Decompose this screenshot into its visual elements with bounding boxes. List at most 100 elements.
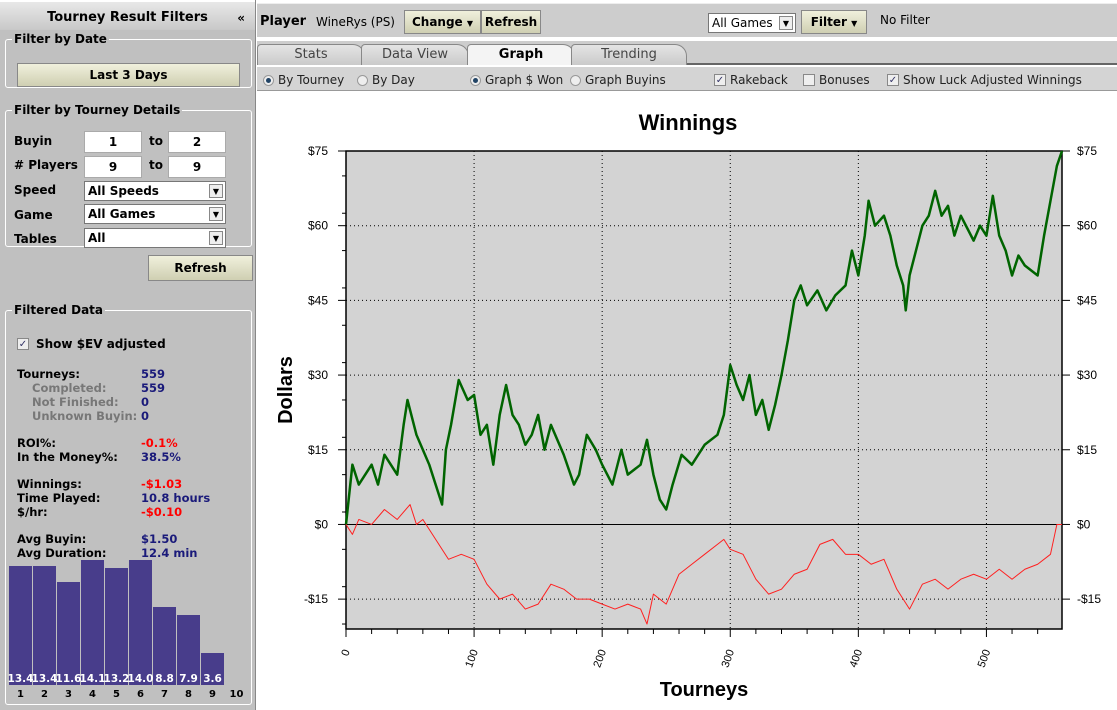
radio-icon [470, 74, 481, 86]
luck-adjusted-checkbox[interactable]: ✓ Show Luck Adjusted Winnings [887, 73, 1082, 87]
histogram-bar-label: 7.9 [179, 673, 198, 685]
chevron-down-icon: ▼ [209, 184, 223, 198]
stat-value: 12.4 min [141, 546, 198, 560]
plot-area [346, 151, 1062, 629]
tab-stats[interactable]: Stats [257, 44, 365, 65]
speed-value: All Speeds [88, 184, 159, 198]
game-select[interactable]: All Games ▼ [84, 204, 226, 224]
y-tick-label-left: $15 [308, 443, 328, 457]
sidebar-header: Tourney Result Filters « [0, 0, 255, 30]
player-toolbar: Player WineRys (PS) Change ▼ Refresh All… [257, 3, 1117, 37]
filtered-data-group: Filtered Data ✓ Show $EV adjusted Tourne… [5, 303, 252, 705]
checkbox-icon: ✓ [714, 74, 726, 86]
buyin-label: Buyin [14, 134, 53, 148]
group-title: Filter by Date [14, 32, 107, 46]
histogram-position-label: 9 [209, 689, 216, 700]
players-label: # Players [14, 158, 78, 172]
chevron-down-icon: ▼ [209, 231, 223, 245]
histogram-bar-label: 13.4 [7, 673, 34, 685]
graph-buyins-radio[interactable]: Graph Buyins [570, 73, 666, 87]
tab-data-view[interactable]: Data View [361, 44, 469, 65]
date-range-button[interactable]: Last 3 Days [17, 63, 240, 87]
players-to-input[interactable]: 9 [168, 156, 226, 178]
chevron-down-icon: ▼ [779, 16, 793, 30]
histogram-position-label: 4 [89, 689, 96, 700]
y-tick-label-right: $75 [1077, 144, 1097, 158]
histogram-bar [105, 567, 128, 685]
histogram-bar-label: 14.1 [79, 673, 106, 685]
x-tick-label: 500 [976, 648, 994, 669]
option-label: Bonuses [819, 73, 870, 87]
y-tick-label-left: $30 [308, 368, 328, 382]
luck-adjusted-line [345, 504, 1062, 625]
histogram-bar-label: 14.0 [127, 673, 154, 685]
y-tick-label-left: $0 [315, 517, 329, 531]
stat-label: Avg Duration: [17, 546, 107, 560]
graph-options-bar: By Tourney By Day Graph $ Won Graph Buyi… [257, 67, 1117, 91]
game-value: All Games [88, 207, 156, 221]
chevron-down-icon: ▼ [851, 19, 858, 28]
histogram-bar [129, 560, 152, 685]
option-label: Rakeback [730, 73, 788, 87]
graph-won-radio[interactable]: Graph $ Won [470, 73, 563, 87]
by-tourney-radio[interactable]: By Tourney [263, 73, 344, 87]
histogram-position-label: 7 [161, 689, 168, 700]
tab-trending[interactable]: Trending [571, 44, 687, 65]
collapse-icon[interactable]: « [237, 11, 245, 25]
histogram-bar [57, 581, 80, 685]
games-select[interactable]: All Games ▼ [708, 13, 796, 33]
x-tick-label: 200 [591, 648, 609, 669]
stat-label: Avg Buyin: [17, 532, 87, 546]
stat-label: ROI%: [17, 436, 57, 450]
x-tick-label: 300 [720, 648, 738, 669]
tab-graph[interactable]: Graph [467, 44, 575, 65]
stat-label: Time Played: [17, 491, 101, 505]
ev-adjusted-label: Show $EV adjusted [36, 337, 166, 351]
histogram-position-label: 6 [137, 689, 144, 700]
stat-label: Unknown Buyin: [32, 409, 138, 423]
stat-label: Not Finished: [32, 395, 119, 409]
y-tick-label-left: $60 [308, 219, 328, 233]
speed-select[interactable]: All Speeds ▼ [84, 181, 226, 201]
refresh-button[interactable]: Refresh [481, 10, 541, 34]
buyin-from-input[interactable]: 1 [84, 131, 142, 153]
filter-button[interactable]: Filter ▼ [801, 10, 867, 34]
ev-adjusted-checkbox[interactable]: ✓ [17, 338, 29, 350]
bonuses-checkbox[interactable]: Bonuses [803, 73, 870, 87]
tables-value: All [88, 231, 106, 245]
histogram-position-label: 10 [229, 689, 244, 700]
filter-status: No Filter [880, 13, 930, 27]
y-tick-label-left: $45 [308, 293, 328, 307]
histogram-position-label: 3 [65, 689, 72, 700]
stat-label: Completed: [32, 381, 107, 395]
tables-select[interactable]: All ▼ [84, 228, 226, 248]
speed-label: Speed [14, 183, 57, 197]
rakeback-checkbox[interactable]: ✓ Rakeback [714, 73, 788, 87]
option-label: By Day [372, 73, 415, 87]
winnings-line [344, 150, 1064, 525]
refresh-filters-button[interactable]: Refresh [148, 255, 253, 281]
chevron-down-icon: ▼ [466, 19, 474, 28]
histogram-position-label: 5 [113, 689, 120, 700]
filter-by-date-group: Filter by Date Last 3 Days [5, 32, 252, 88]
player-label: Player [260, 14, 307, 29]
by-day-radio[interactable]: By Day [357, 73, 415, 87]
buyin-to-input[interactable]: 2 [168, 131, 226, 153]
stat-value: 0 [141, 409, 150, 423]
stat-label: Winnings: [17, 477, 82, 491]
stat-value: 559 [141, 381, 166, 395]
histogram-bar [9, 565, 32, 685]
filter-by-details-group: Filter by Tourney Details Buyin 1 to 2 #… [5, 103, 252, 248]
winnings-chart: 0 100 200 300 400 500 $75 $75 $60 $60 $45 $45 $30 $30… [275, 110, 1101, 701]
stat-value: 0 [141, 395, 150, 409]
option-label: Graph $ Won [485, 73, 564, 87]
game-label: Game [14, 208, 53, 222]
option-label: Show Luck Adjusted Winnings [903, 73, 1082, 87]
change-player-button[interactable]: Change ▼ [404, 10, 481, 34]
button-label: Change [411, 15, 463, 29]
y-tick-label-right: $45 [1077, 293, 1097, 307]
players-from-input[interactable]: 9 [84, 156, 142, 178]
histogram-bar-label: 11.6 [55, 673, 82, 685]
chevron-down-icon: ▼ [209, 207, 223, 221]
stat-value: -0.1% [141, 436, 178, 450]
